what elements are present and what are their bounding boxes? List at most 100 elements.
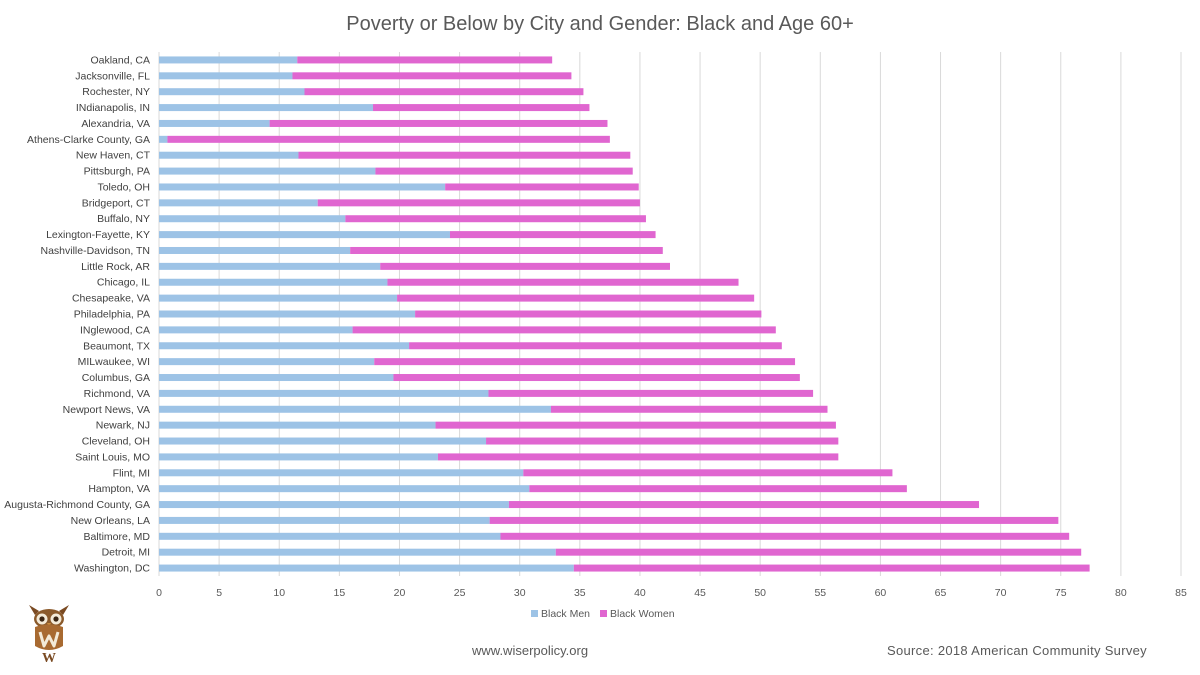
category-label: Buffalo, NY (97, 213, 150, 225)
category-label: Columbus, GA (82, 372, 150, 384)
bar-black-men (159, 72, 293, 80)
x-tick-label: 25 (454, 587, 466, 599)
bars (159, 56, 1090, 572)
category-label: Saint Louis, MO (75, 451, 150, 463)
x-axis-ticks: 0 5 10 15 20 25 30 35 40 45 50 55 60 65 70 75 80 85 (156, 587, 1187, 599)
category-label: MILwaukee, WI (78, 356, 150, 368)
bar-black-men (159, 104, 374, 112)
bar-black-men (159, 564, 574, 572)
bar-black-women (298, 151, 631, 159)
bar-black-women (297, 56, 553, 64)
bar-black-women (375, 167, 633, 175)
category-label: New Orleans, LA (71, 515, 150, 527)
category-label: Nashville-Davidson, TN (40, 245, 150, 257)
bar-black-men (159, 167, 376, 175)
category-label: Rochester, NY (82, 86, 150, 98)
category-label: Toledo, OH (97, 181, 150, 193)
bar-black-men (159, 374, 394, 382)
bar-black-men (159, 231, 450, 239)
x-tick-label: 60 (875, 587, 887, 599)
bar-black-men (159, 405, 551, 413)
bar-black-women (350, 246, 663, 254)
bar-black-men (159, 501, 509, 509)
bar-black-women (488, 389, 814, 397)
category-label: Baltimore, MD (83, 531, 150, 543)
bar-black-men (159, 56, 298, 64)
bar-black-women (374, 358, 796, 366)
category-label: INglewood, CA (80, 324, 150, 336)
bar-black-men (159, 421, 436, 429)
bar-black-women (304, 88, 584, 96)
bar-black-men (159, 294, 398, 302)
bar-black-women (317, 199, 640, 207)
bar-black-women (373, 104, 590, 112)
bar-black-women (489, 516, 1059, 524)
category-label: Hampton, VA (88, 483, 150, 495)
bar-black-men (159, 453, 438, 461)
source-note: Source: 2018 American Community Survey (887, 643, 1147, 658)
bar-black-women (529, 485, 907, 493)
bar-black-men (159, 246, 351, 254)
bar-black-men (159, 516, 490, 524)
x-tick-label: 75 (1055, 587, 1067, 599)
category-label: Richmond, VA (84, 388, 150, 400)
bar-black-women (352, 326, 776, 334)
website-url: www.wiserpolicy.org (472, 643, 589, 658)
bar-black-men (159, 310, 416, 318)
x-tick-label: 45 (694, 587, 706, 599)
bar-black-men (159, 469, 524, 477)
category-label: Little Rock, AR (81, 261, 150, 273)
category-label: Athens-Clarke County, GA (27, 134, 150, 146)
bar-black-men (159, 262, 381, 270)
category-label: Detroit, MI (102, 547, 150, 559)
bar-black-women (415, 310, 762, 318)
category-label: Alexandria, VA (81, 118, 150, 130)
bar-black-women (435, 421, 836, 429)
category-label: Cleveland, OH (82, 436, 150, 448)
bar-black-women (292, 72, 572, 80)
bar-black-women (523, 469, 893, 477)
bar-black-women (380, 262, 670, 270)
bar-black-men (159, 326, 353, 334)
bar-black-women (397, 294, 755, 302)
category-label: Lexington-Fayette, KY (46, 229, 150, 241)
x-tick-label: 65 (935, 587, 947, 599)
bar-black-women (486, 437, 839, 445)
bar-black-men (159, 151, 299, 159)
x-tick-label: 30 (514, 587, 526, 599)
legend: Black Men Black Women (531, 608, 675, 620)
x-tick-label: 40 (634, 587, 646, 599)
x-tick-label: 55 (814, 587, 826, 599)
svg-text:W: W (42, 651, 56, 664)
bar-black-women (550, 405, 828, 413)
bar-black-men (159, 548, 556, 556)
category-label: Newark, NJ (96, 420, 150, 432)
x-tick-label: 80 (1115, 587, 1127, 599)
category-label: Philadelphia, PA (74, 309, 150, 321)
category-labels: Oakland, CA Jacksonville, FL Rochester, NY… (4, 54, 150, 574)
category-label: INdianapolis, IN (76, 102, 150, 114)
legend-swatch-black-women (600, 610, 607, 617)
bar-black-men (159, 437, 487, 445)
bar-black-men (159, 342, 410, 350)
bar-black-men (159, 278, 388, 286)
category-label: Chesapeake, VA (72, 293, 150, 305)
bar-black-women (167, 135, 610, 143)
bar-black-women (508, 501, 980, 509)
bar-black-men (159, 215, 346, 223)
x-tick-label: 5 (216, 587, 222, 599)
x-tick-label: 0 (156, 587, 162, 599)
category-label: Chicago, IL (97, 277, 150, 289)
x-tick-label: 70 (995, 587, 1007, 599)
bar-black-women (437, 453, 839, 461)
bar-black-men (159, 199, 318, 207)
category-label: Newport News, VA (63, 404, 150, 416)
category-label: New Haven, CT (76, 150, 151, 162)
legend-swatch-black-men (531, 610, 538, 617)
x-tick-label: 20 (394, 587, 406, 599)
x-tick-label: 35 (574, 587, 586, 599)
owl-w-logo: W (29, 605, 69, 664)
bar-black-men (159, 135, 168, 143)
category-label: Jacksonville, FL (75, 70, 150, 82)
category-label: Pittsburgh, PA (84, 166, 150, 178)
